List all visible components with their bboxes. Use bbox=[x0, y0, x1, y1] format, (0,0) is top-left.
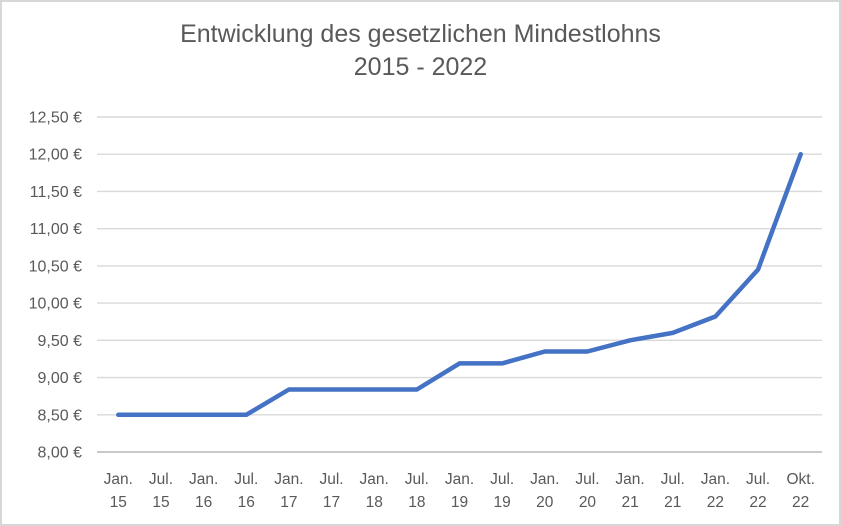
x-tick-label-year: 15 bbox=[110, 494, 127, 511]
x-tick-label-year: 17 bbox=[280, 494, 297, 511]
y-tick-label: 10,50 € bbox=[29, 258, 82, 275]
chart-title-line2: 2015 - 2022 bbox=[353, 53, 488, 81]
x-tick-label-year: 22 bbox=[792, 494, 809, 511]
chart-title: Entwicklung des gesetzlichen Mindestlohn… bbox=[2, 18, 839, 84]
x-tick-label-month: Jan. bbox=[530, 471, 559, 488]
x-tick-label-month: Jul. bbox=[575, 471, 599, 488]
y-tick-label: 11,50 € bbox=[30, 184, 82, 201]
x-tick-label-month: Jan. bbox=[360, 471, 389, 488]
x-tick-label-month: Jan. bbox=[701, 471, 730, 488]
x-tick-label-year: 21 bbox=[621, 494, 638, 511]
x-tick-label-year: 16 bbox=[238, 494, 255, 511]
y-tick-label: 9,50 € bbox=[38, 333, 83, 350]
x-tick-label-year: 22 bbox=[707, 494, 724, 511]
y-tick-label: 8,00 € bbox=[38, 445, 83, 462]
x-tick-label-year: 22 bbox=[749, 494, 766, 511]
x-tick-label-month: Jan. bbox=[615, 471, 644, 488]
x-tick-label-month: Jul. bbox=[746, 471, 770, 488]
x-tick-label-month: Jul. bbox=[405, 471, 429, 488]
x-tick-label-year: 16 bbox=[195, 494, 212, 511]
series-line-mindestlohn bbox=[116, 151, 803, 418]
y-tick-label: 8,50 € bbox=[38, 407, 83, 424]
x-tick-label-year: 21 bbox=[664, 494, 681, 511]
x-tick-label-month: Jul. bbox=[319, 471, 343, 488]
x-tick-label-year: 20 bbox=[579, 494, 597, 511]
x-tick-label-year: 19 bbox=[494, 494, 511, 511]
x-tick-label-month: Okt. bbox=[786, 471, 814, 488]
x-tick-label-month: Jan. bbox=[445, 471, 474, 488]
x-tick-label-month: Jul. bbox=[149, 471, 173, 488]
x-tick-label-month: Jul. bbox=[661, 471, 685, 488]
x-tick-label-year: 15 bbox=[152, 494, 169, 511]
x-tick-label-month: Jan. bbox=[189, 471, 218, 488]
x-tick-label-year: 18 bbox=[366, 494, 383, 511]
y-tick-label: 11,00 € bbox=[30, 221, 82, 238]
x-tick-label-month: Jan. bbox=[104, 471, 133, 488]
x-tick-label-year: 17 bbox=[323, 494, 340, 511]
x-tick-label-year: 18 bbox=[408, 494, 425, 511]
chart-title-line1: Entwicklung des gesetzlichen Mindestlohn… bbox=[180, 20, 661, 48]
x-tick-label-month: Jul. bbox=[490, 471, 514, 488]
y-tick-label: 12,50 € bbox=[29, 110, 82, 127]
y-tick-label: 10,00 € bbox=[29, 296, 82, 313]
y-tick-label: 12,00 € bbox=[29, 147, 82, 164]
x-tick-label-month: Jul. bbox=[234, 471, 258, 488]
y-tick-label: 9,00 € bbox=[38, 370, 83, 387]
x-tick-label-year: 20 bbox=[536, 494, 554, 511]
x-tick-label-year: 19 bbox=[451, 494, 468, 511]
x-tick-label-month: Jan. bbox=[274, 471, 303, 488]
